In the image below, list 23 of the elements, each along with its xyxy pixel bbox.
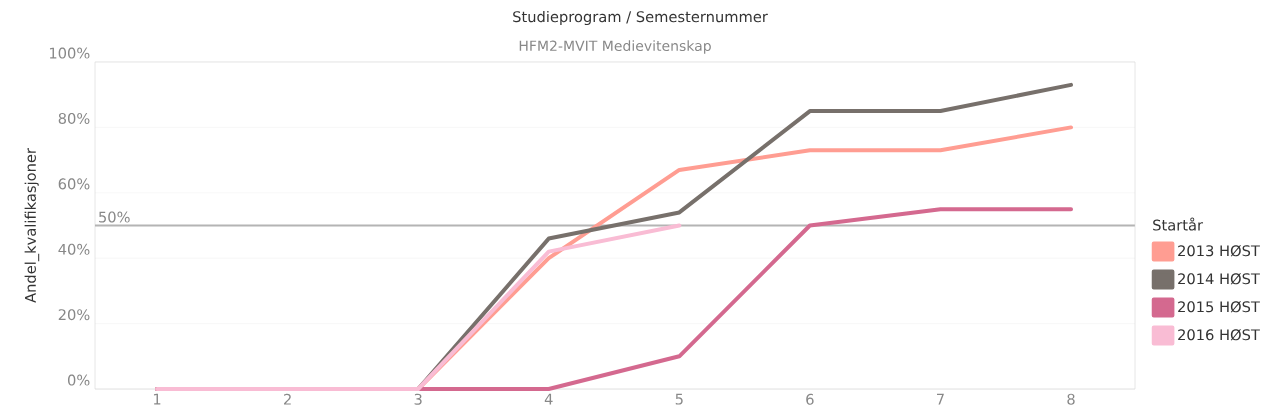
y-tick-label: 0% [67,374,90,386]
legend-label: 2013 HØST [1178,244,1260,257]
x-tick-label: 3 [414,393,422,405]
x-tick-label: 7 [937,393,944,405]
x-tick-label: 4 [544,393,553,405]
x-tick-label: 1 [153,393,161,405]
x-tick-label: 6 [806,393,814,405]
chart-subtitle: HFM2-MVIT Medievitenskap [519,40,711,54]
y-axis-title: Andel_kvalifikasjoner [24,148,40,303]
y-tick-label: 100% [49,47,90,59]
x-tick-label: 2 [284,393,291,405]
x-tick-label: 8 [1067,393,1075,405]
legend-label: 2015 HØST [1178,300,1260,313]
y-tick-label: 60% [58,178,90,190]
ref-line-label: 50% [99,211,130,223]
legend-label: 2016 HØST [1178,328,1260,341]
y-tick-label: 80% [58,112,90,125]
y-tick-label: 20% [58,309,90,321]
legend-label: 2014 HØST [1178,272,1260,285]
chart-title: Studieprogram / Semesternummer [513,10,768,26]
legend-title: Startår [1153,217,1204,231]
x-tick-label: 5 [675,393,683,405]
y-tick-label: 40% [58,243,90,255]
